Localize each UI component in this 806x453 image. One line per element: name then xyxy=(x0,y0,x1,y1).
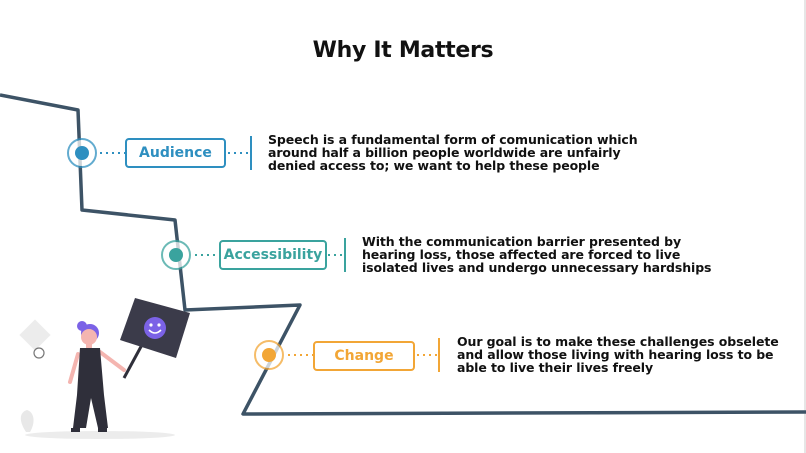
audience-description: Speech is a fundamental form of comunica… xyxy=(268,133,638,172)
person-illustration xyxy=(68,298,190,432)
text-line: able to live their lives freely xyxy=(457,360,653,375)
text-line: With the communication barrier presented… xyxy=(362,234,682,249)
text-line: hearing loss, those affected are forced … xyxy=(362,247,681,262)
plant-icon xyxy=(20,410,34,432)
change-label: Change xyxy=(334,348,394,364)
change-node xyxy=(254,340,284,370)
smiley-face-icon xyxy=(144,317,166,339)
ground-shadow xyxy=(25,431,175,439)
accessibility-label: Accessibility xyxy=(223,247,323,263)
text-line: and allow those living with hearing loss… xyxy=(457,347,774,362)
accessibility-node xyxy=(161,240,191,270)
text-line: denied access to; we want to help these … xyxy=(268,158,600,173)
decorative-diamond xyxy=(19,319,51,351)
text-line: around half a billion people worldwide a… xyxy=(268,145,621,160)
change-description: Our goal is to make these challenges obs… xyxy=(457,335,779,374)
text-line: isolated lives and undergo unnecessary h… xyxy=(362,260,712,275)
audience-node xyxy=(67,138,97,168)
accessibility-label-box: Accessibility xyxy=(219,240,327,270)
change-text-divider xyxy=(438,338,440,372)
accessibility-description: With the communication barrier presented… xyxy=(362,235,711,274)
page-title: Why It Matters xyxy=(312,38,494,63)
audience-text-divider xyxy=(250,136,252,170)
audience-label: Audience xyxy=(139,145,212,161)
decorative-ring xyxy=(33,347,45,359)
right-edge-divider xyxy=(804,0,806,453)
text-line: Our goal is to make these challenges obs… xyxy=(457,334,779,349)
text-line: Speech is a fundamental form of comunica… xyxy=(268,132,638,147)
change-label-box: Change xyxy=(313,341,415,371)
audience-label-box: Audience xyxy=(125,138,226,168)
accessibility-text-divider xyxy=(344,238,346,272)
